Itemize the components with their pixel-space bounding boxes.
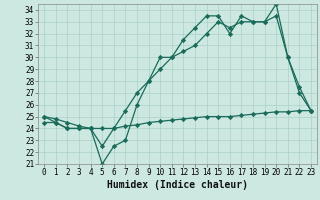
X-axis label: Humidex (Indice chaleur): Humidex (Indice chaleur) bbox=[107, 180, 248, 190]
